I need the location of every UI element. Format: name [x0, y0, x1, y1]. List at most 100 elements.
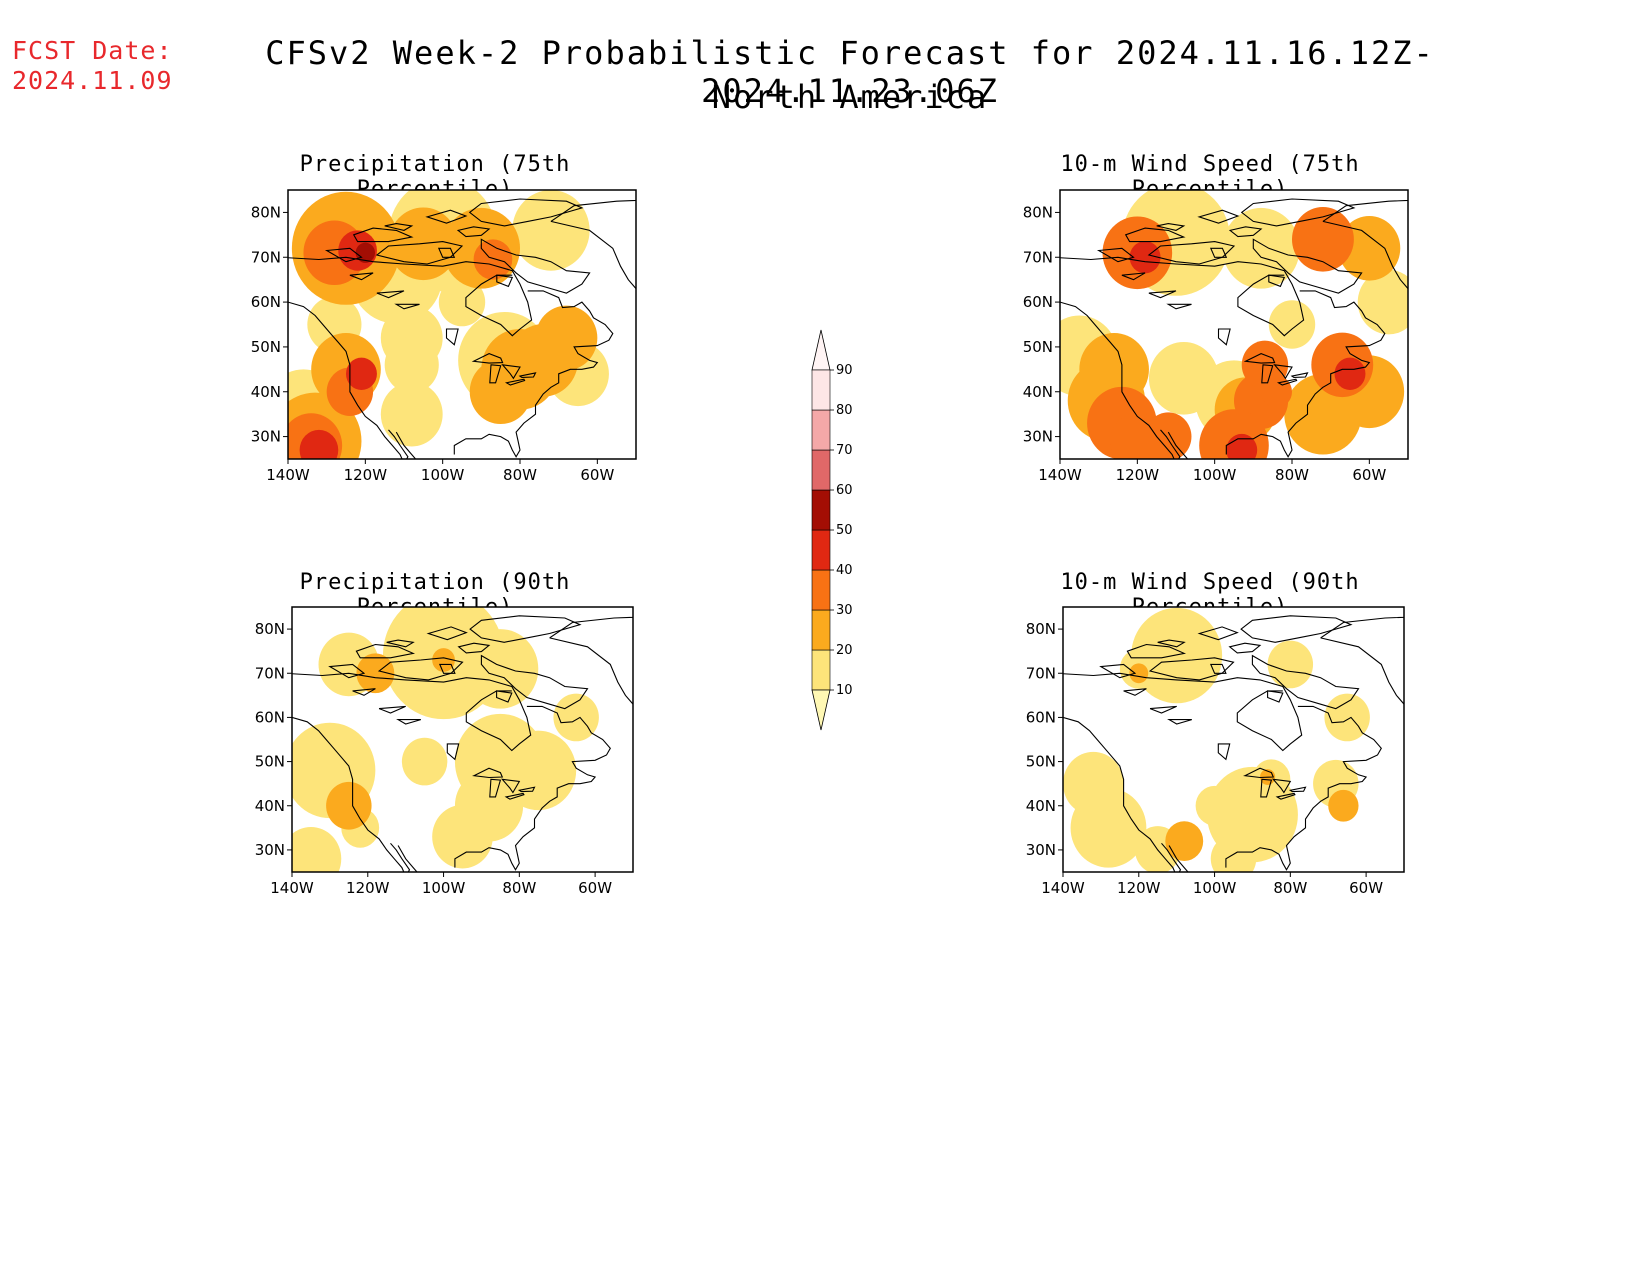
map-precip90: 140W 120W 100W 80W 60W 80N 70N 60N 50N 40N 30N — [255, 606, 634, 897]
probability-region — [1338, 216, 1401, 281]
lon-tick-label: 120W — [1116, 466, 1160, 484]
forecast-date-block: FCST Date: 2024.11.09 — [12, 36, 173, 96]
probability-region — [1334, 357, 1366, 390]
lat-tick-label: 50N — [1023, 338, 1053, 356]
colorbar-level-label: 40 — [836, 563, 853, 578]
lat-tick-label: 80N — [255, 620, 285, 638]
lat-tick-label: 50N — [255, 753, 285, 771]
probability-region — [346, 357, 377, 390]
probability-region — [1292, 207, 1354, 272]
map-content: 140W 120W 100W 80W 60W 80N 70N 60N 50N 40N 30N — [1023, 189, 1409, 484]
colorbar-level-label: 20 — [836, 643, 853, 658]
region-subtitle: North America — [711, 78, 989, 116]
colorbar-top-cap — [811, 329, 831, 371]
map-frame — [1059, 189, 1409, 460]
coastlines — [1060, 198, 1408, 459]
lat-tick-label: 80N — [1023, 203, 1053, 221]
map-precip75: 140W 120W 100W 80W 60W 80N 70N 60N 50N 40N 30N — [251, 189, 637, 484]
coastlines — [288, 198, 636, 459]
probability-region — [401, 737, 448, 786]
probability-region — [535, 305, 598, 371]
probability-region — [1210, 834, 1257, 872]
probability-region — [432, 648, 455, 672]
lat-tick-label: 50N — [1026, 753, 1056, 771]
probability-region — [356, 653, 395, 694]
probability-region — [1129, 241, 1161, 274]
lat-tick-label: 60N — [1023, 293, 1053, 311]
lon-tick-label: 100W — [421, 466, 465, 484]
colorbar-level-label: 80 — [836, 403, 853, 418]
colorbar-segment — [811, 449, 831, 491]
probability-region — [1328, 789, 1359, 822]
lon-tick-label: 120W — [1117, 879, 1161, 897]
forecast-date-value: 2024.11.09 — [12, 66, 173, 95]
lon-tick-label: 60W — [1352, 466, 1386, 484]
lon-tick-label: 140W — [270, 879, 314, 897]
colorbar-segment — [811, 409, 831, 451]
lon-tick-label: 120W — [344, 466, 388, 484]
lon-tick-label: 140W — [1038, 466, 1082, 484]
lon-tick-label: 100W — [1193, 466, 1237, 484]
lat-tick-label: 60N — [1026, 708, 1056, 726]
probability-region — [326, 781, 372, 830]
probability-region — [1226, 433, 1258, 459]
probability-region — [1070, 788, 1147, 868]
colorbar-segment — [811, 369, 831, 411]
colorbar-legend: 10 20 30 40 50 60 70 80 90 — [811, 329, 853, 731]
colorbar-segment — [811, 529, 831, 571]
lon-tick-label: 120W — [346, 879, 390, 897]
colorbar-level-label: 10 — [836, 683, 853, 698]
lon-tick-label: 60W — [1349, 879, 1383, 897]
map-frame — [1062, 606, 1405, 873]
probability-region — [438, 277, 486, 327]
lat-tick-label: 70N — [251, 248, 281, 266]
lon-tick-label: 80W — [502, 879, 536, 897]
lat-tick-label: 60N — [251, 293, 281, 311]
map-frame — [287, 189, 637, 460]
probability-region — [553, 693, 599, 742]
main-title: CFSv2 Week-2 Probabilistic Forecast for … — [265, 34, 1435, 110]
probability-region — [1129, 663, 1149, 684]
probability-region — [432, 804, 493, 869]
probability-region — [512, 190, 590, 271]
map-content: 140W 120W 100W 80W 60W 80N 70N 60N 50N 40N 30N — [1026, 606, 1405, 897]
colorbar-level-label: 90 — [836, 363, 853, 378]
colorbar-bottom-cap — [811, 689, 831, 731]
lat-tick-label: 30N — [251, 428, 281, 446]
colorbar-level-label: 30 — [836, 603, 853, 618]
lat-tick-label: 40N — [1026, 797, 1056, 815]
probability-region — [1267, 640, 1314, 689]
probability-region — [380, 381, 443, 447]
lat-tick-label: 40N — [251, 383, 281, 401]
lon-tick-label: 140W — [266, 466, 310, 484]
lon-tick-label: 140W — [1041, 879, 1085, 897]
probability-region — [469, 359, 532, 425]
lat-tick-label: 70N — [1026, 664, 1056, 682]
colorbar-segment — [811, 609, 831, 651]
lon-tick-label: 60W — [578, 879, 612, 897]
lon-tick-label: 80W — [1273, 879, 1307, 897]
lat-tick-label: 40N — [1023, 383, 1053, 401]
probability-region — [473, 239, 513, 280]
lat-tick-label: 30N — [1023, 428, 1053, 446]
colorbar-segment — [811, 569, 831, 611]
lat-tick-label: 40N — [255, 797, 285, 815]
lat-tick-label: 60N — [255, 708, 285, 726]
probability-region — [1195, 785, 1234, 826]
map-content: 140W 120W 100W 80W 60W 80N 70N 60N 50N 40N 30N — [255, 606, 634, 897]
probability-region — [1324, 693, 1370, 742]
lat-tick-label: 80N — [1026, 620, 1056, 638]
forecast-date-label: FCST Date: — [12, 36, 173, 65]
probability-region — [384, 336, 439, 394]
coastlines — [1063, 615, 1404, 872]
lat-tick-label: 70N — [1023, 248, 1053, 266]
probability-region — [462, 629, 539, 709]
lat-tick-label: 70N — [255, 664, 285, 682]
colorbar-segment — [811, 489, 831, 531]
map-wind90: 140W 120W 100W 80W 60W 80N 70N 60N 50N 40N 30N — [1026, 606, 1405, 897]
coastlines — [292, 615, 633, 872]
probability-region — [1145, 412, 1192, 459]
probability-region — [1165, 821, 1204, 861]
colorbar-level-label: 70 — [836, 443, 853, 458]
colorbar-segment — [811, 649, 831, 691]
